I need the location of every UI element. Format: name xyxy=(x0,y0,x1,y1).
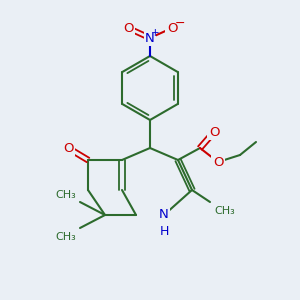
Text: O: O xyxy=(63,142,73,154)
Text: CH₃: CH₃ xyxy=(214,206,235,216)
Text: O: O xyxy=(209,125,219,139)
Text: O: O xyxy=(167,22,177,34)
Text: −: − xyxy=(175,16,185,29)
Text: +: + xyxy=(151,28,159,38)
Text: H: H xyxy=(159,225,169,238)
Text: O: O xyxy=(123,22,133,34)
Text: CH₃: CH₃ xyxy=(55,232,76,242)
Text: CH₃: CH₃ xyxy=(55,190,76,200)
Text: N: N xyxy=(159,208,169,221)
Text: O: O xyxy=(213,155,223,169)
Text: N: N xyxy=(145,32,155,44)
